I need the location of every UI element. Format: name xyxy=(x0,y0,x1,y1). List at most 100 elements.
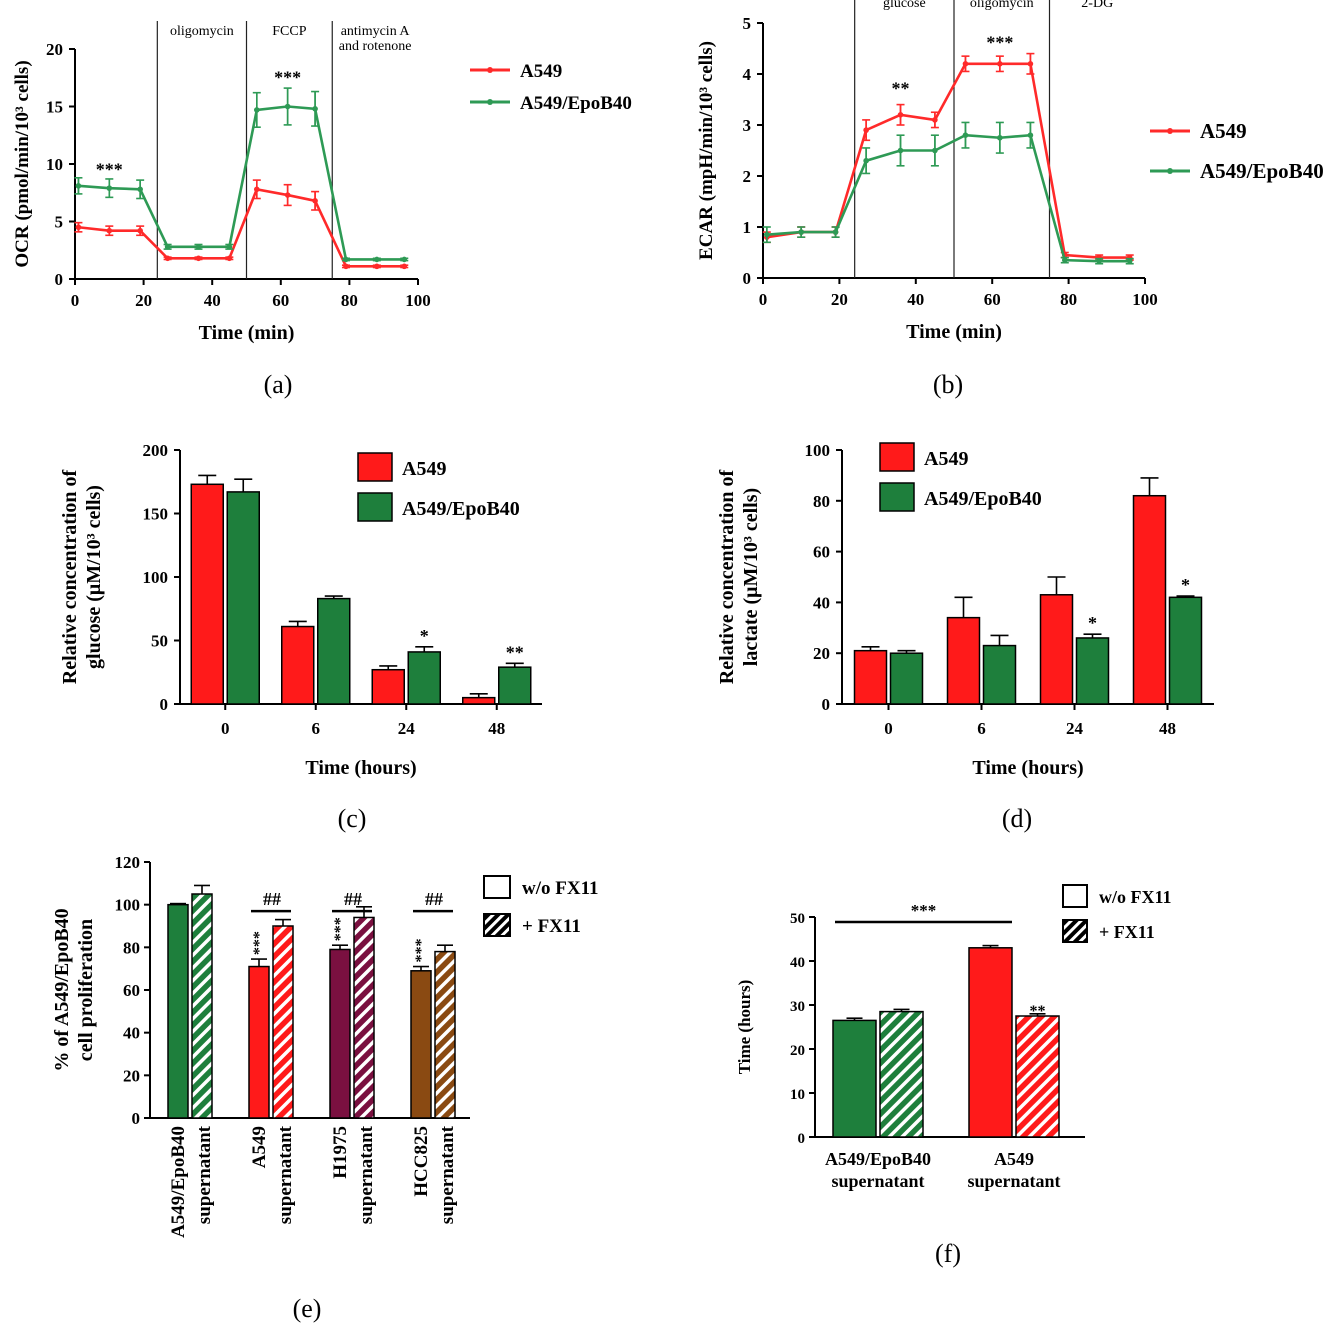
bar xyxy=(1075,637,1110,705)
significance-label: * xyxy=(1181,575,1190,595)
significance-label: ## xyxy=(344,889,362,909)
data-point xyxy=(343,256,349,263)
data-point xyxy=(195,244,202,250)
data-point xyxy=(137,186,143,193)
y-tick-label: 20 xyxy=(790,1043,805,1059)
x-tick-label: 0 xyxy=(759,290,768,309)
phase-label: oligomycin xyxy=(170,24,234,39)
series-line xyxy=(766,133,1130,263)
bar xyxy=(329,948,351,1119)
legend-label: A549/EpoB40 xyxy=(520,93,632,114)
x-axis-label: Time (min) xyxy=(906,321,1002,343)
data-point xyxy=(401,256,408,263)
phase-label: oligomycin xyxy=(970,0,1034,11)
panel-label: (d) xyxy=(1002,804,1032,833)
bar xyxy=(272,925,294,1119)
data-point xyxy=(798,229,804,235)
data-point xyxy=(75,224,82,231)
data-point xyxy=(312,106,318,112)
significance-label: *** xyxy=(251,931,268,955)
data-point xyxy=(1061,257,1068,263)
chart-panel-d: 0 20 40 60 80 100 0 6 24 48 * * Relative concentrati… xyxy=(716,441,1214,833)
y-tick-label: 50 xyxy=(790,911,805,927)
x-tick-label: A549/EpoB40 supernatant xyxy=(825,1149,931,1191)
bar xyxy=(410,970,432,1119)
data-point xyxy=(863,157,869,164)
bar xyxy=(407,651,441,705)
bar xyxy=(946,616,981,705)
legend-marker xyxy=(487,67,493,73)
significance-label: ## xyxy=(425,889,443,909)
x-tick-label: 20 xyxy=(831,290,848,309)
chart-panel-a: 0 5 10 15 20 0 20 40 60 80 100 oligomycin FCCP antimy… xyxy=(12,21,632,399)
x-tick-label: 0 xyxy=(884,719,893,738)
legend-label: A549 xyxy=(402,458,446,480)
legend-swatch xyxy=(879,482,915,512)
significance-label: ** xyxy=(506,642,524,662)
y-tick-label: 100 xyxy=(115,896,141,915)
legend-label: A549 xyxy=(924,448,968,470)
y-tick-label: 20 xyxy=(123,1066,140,1085)
y-axis-label: OCR (pmol/min/10³ cells) xyxy=(12,60,33,267)
data-point xyxy=(962,61,969,67)
data-point xyxy=(764,231,770,238)
legend-label: A549/EpoB40 xyxy=(1200,159,1324,183)
data-point xyxy=(137,227,143,234)
data-point xyxy=(106,185,113,191)
data-point xyxy=(312,198,318,204)
legend-label: + FX11 xyxy=(522,916,581,937)
data-point xyxy=(932,117,938,123)
y-tick-label: 0 xyxy=(798,1131,806,1147)
y-tick-label: 80 xyxy=(123,938,140,957)
legend-marker xyxy=(1167,128,1173,134)
x-tick-label: supernatant xyxy=(194,1125,215,1224)
legend-label: A549/EpoB40 xyxy=(402,498,520,520)
bar xyxy=(167,903,189,1119)
data-point xyxy=(284,103,291,110)
bar xyxy=(371,668,405,705)
y-tick-label: 0 xyxy=(132,1109,141,1128)
significance-label: *** xyxy=(332,917,349,941)
significance-label: *** xyxy=(96,160,123,180)
bar xyxy=(982,644,1017,705)
y-axis-label: % of A549/EpoB40 cell proliferation xyxy=(51,908,97,1071)
x-tick-label: 60 xyxy=(984,290,1001,309)
data-point xyxy=(164,255,171,262)
phase-label: glucose xyxy=(883,0,926,11)
legend-swatch xyxy=(879,442,915,472)
data-point xyxy=(962,132,969,138)
significance-label: ** xyxy=(892,78,910,98)
x-tick-label: 60 xyxy=(272,291,289,310)
bar xyxy=(1132,494,1167,705)
x-tick-label: 6 xyxy=(977,719,986,738)
x-axis-label: Time (hours) xyxy=(305,757,416,779)
bar xyxy=(853,649,888,705)
legend-label: A549/EpoB40 xyxy=(924,488,1042,510)
bar xyxy=(190,483,224,705)
y-tick-label: 20 xyxy=(46,40,63,59)
legend-swatch xyxy=(1062,884,1088,908)
y-axis-label: Time (hours) xyxy=(735,980,754,1075)
legend-label: + FX11 xyxy=(1099,922,1155,942)
x-tick-label: 80 xyxy=(341,291,358,310)
data-point xyxy=(897,112,904,118)
y-tick-label: 10 xyxy=(46,155,63,174)
bar xyxy=(879,1010,924,1138)
y-axis-label: ECAR (mpH/min/10³ cells) xyxy=(696,41,717,260)
legend-label: A549 xyxy=(1200,119,1247,143)
y-tick-label: 40 xyxy=(790,955,805,971)
y-tick-label: 0 xyxy=(743,269,752,288)
y-tick-label: 4 xyxy=(743,65,752,84)
bar xyxy=(832,1019,877,1138)
y-axis-label: Relative concentration of glucose (μM/10³… xyxy=(59,469,105,684)
bar xyxy=(1015,1015,1060,1138)
series-line xyxy=(78,187,405,268)
legend-swatch xyxy=(357,492,393,522)
significance-label: * xyxy=(1088,613,1097,633)
data-point xyxy=(253,107,260,113)
series-line xyxy=(766,62,1130,259)
bar xyxy=(498,666,532,705)
legend-swatch xyxy=(357,452,393,482)
